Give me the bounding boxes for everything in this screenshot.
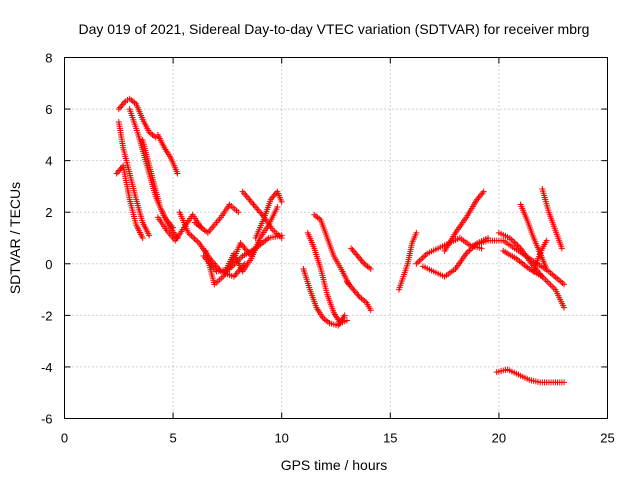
data-point [271,191,278,198]
y-tick-label: 0 [45,257,52,272]
plot-frame [64,57,608,419]
data-point [561,281,568,288]
data-point [118,102,125,109]
data-point [174,170,181,177]
data-point [343,317,350,324]
axis-ticks: 0 5 10 15 20 25 -6 -4 -2 0 2 4 6 8 [41,51,615,446]
data-point [352,289,359,296]
data-point [191,235,198,242]
data-point [561,304,568,311]
data-point [278,235,285,241]
data-point [421,253,428,260]
data-point [476,193,483,200]
data-point [350,286,357,293]
x-tick-label: 20 [492,431,506,446]
x-tick-label: 10 [274,431,288,446]
y-axis-label: SDTVAR / TECUs [7,182,23,294]
x-tick-label: 0 [61,431,68,446]
y-tick-label: 8 [45,51,52,66]
data-point [478,245,485,252]
y-tick-label: 4 [45,154,52,169]
data-point [464,248,471,255]
data-point [353,251,360,258]
data-points [113,95,568,386]
y-tick-label: 2 [45,205,52,220]
data-point [121,99,128,106]
data-point [115,106,122,113]
data-point [512,240,519,247]
data-point [117,104,124,111]
data-point [418,256,425,263]
x-axis-label: GPS time / hours [281,457,388,473]
chart-title: Day 019 of 2021, Sidereal Day-to-day VTE… [79,21,590,37]
data-point [354,291,361,298]
y-tick-label: -4 [41,360,53,375]
data-point [558,245,565,252]
x-tick-label: 15 [383,431,397,446]
data-point [348,245,355,252]
y-tick-label: 6 [45,102,52,117]
y-tick-label: -6 [41,412,53,427]
data-point [351,288,358,295]
data-point [358,257,365,264]
data-point [359,259,366,266]
data-point [419,254,426,261]
data-point [188,232,195,239]
data-point [357,256,364,263]
data-point [278,198,285,205]
y-tick-label: -2 [41,308,53,323]
data-point [235,209,242,216]
data-point [194,238,201,245]
data-point [355,292,362,299]
data-point [354,253,361,260]
data-point [561,379,568,386]
data-point [543,265,550,272]
data-point [367,307,374,314]
data-point [349,246,356,253]
data-point [119,101,126,108]
data-point [367,265,374,272]
x-tick-label: 25 [600,431,614,446]
data-point [480,188,487,195]
data-point [274,204,281,211]
data-point [341,312,348,319]
data-point [193,237,200,244]
data-point [352,249,359,256]
data-point [543,237,550,244]
data-point [117,165,124,172]
data-point [349,285,356,292]
data-point [189,234,196,241]
data-point [539,273,546,280]
data-point [139,235,146,241]
data-point [414,259,421,266]
data-point [466,247,473,254]
data-point [416,257,423,264]
data-point [356,254,363,261]
x-tick-label: 5 [169,431,176,446]
data-point [146,232,153,239]
data-point [350,248,357,255]
data-point [478,191,485,198]
data-point [413,229,420,236]
grid-lines [64,57,608,419]
data-point [113,170,120,177]
data-point [114,168,121,175]
data-point [479,190,486,197]
data-point [413,260,420,267]
